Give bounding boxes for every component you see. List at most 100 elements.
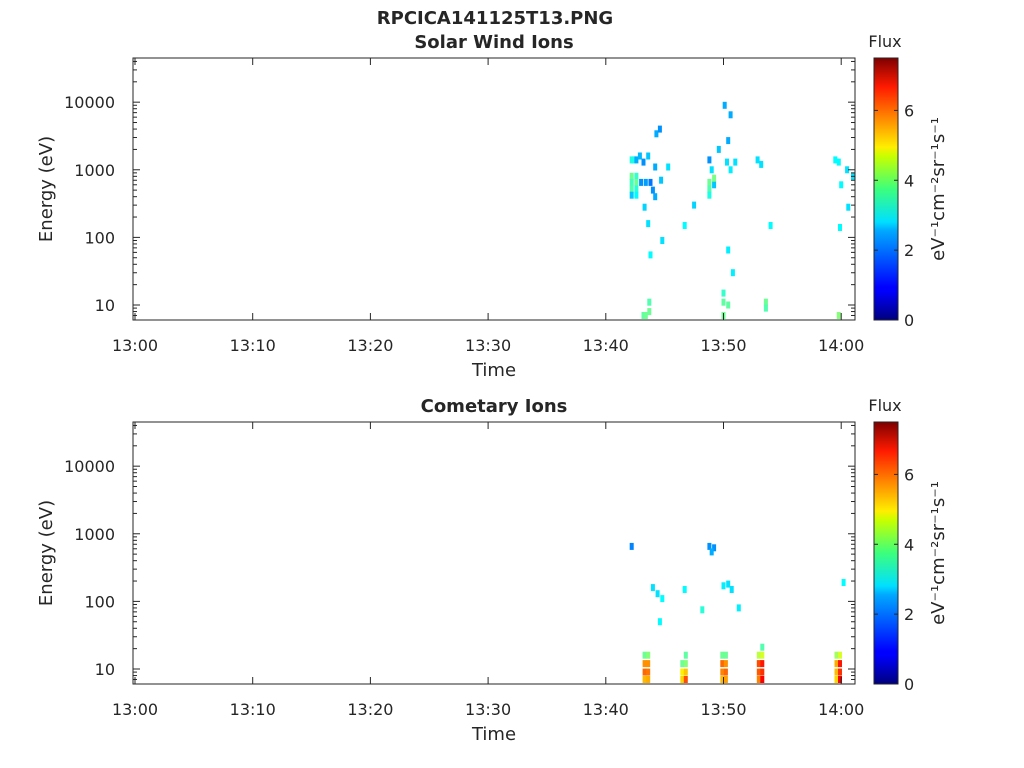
x-tick-label: 13:20	[347, 700, 393, 719]
flux-cell	[653, 163, 658, 171]
flux-cell	[647, 308, 652, 316]
flux-cell	[760, 651, 765, 659]
flux-cell	[838, 660, 842, 668]
flux-cell	[836, 312, 841, 319]
flux-cell	[723, 660, 728, 668]
flux-cell	[632, 156, 636, 164]
flux-cell	[648, 251, 653, 259]
x-tick-label: 13:50	[700, 336, 746, 355]
x-tick-label: 13:00	[112, 700, 158, 719]
y-axis-label: Energy (eV)	[36, 136, 57, 242]
flux-cell	[834, 660, 839, 668]
flux-cell	[629, 185, 634, 193]
flux-cell	[707, 156, 712, 164]
flux-cell	[729, 586, 734, 593]
flux-cell	[726, 301, 731, 309]
x-axis-label: Time	[471, 724, 516, 745]
flux-cell	[680, 676, 685, 683]
spectrogram-cells	[629, 101, 855, 319]
flux-cell	[629, 178, 634, 186]
flux-cell	[648, 178, 653, 186]
flux-cell	[683, 660, 688, 668]
colorbar-ticks: 0 2 4 6	[874, 465, 914, 694]
flux-cell	[728, 166, 733, 174]
colorbar: Flux 0 2 4 6 eV⁻¹cm⁻²sr⁻¹s⁻¹	[868, 396, 949, 694]
y-tick-label: 1000	[74, 525, 115, 544]
flux-cell	[707, 542, 712, 550]
flux-cell	[723, 668, 728, 676]
flux-cell	[716, 145, 721, 153]
flux-cell	[833, 156, 838, 164]
flux-cell	[692, 201, 697, 209]
x-tick-label: 13:40	[583, 700, 629, 719]
flux-cell	[683, 676, 688, 683]
flux-cell	[643, 178, 648, 186]
x-tick-label: 13:10	[230, 336, 276, 355]
flux-cell	[839, 181, 844, 189]
flux-cell	[756, 651, 761, 659]
flux-cell	[838, 676, 842, 683]
flux-cell	[846, 203, 851, 211]
flux-cell	[712, 174, 717, 182]
flux-cell	[841, 579, 846, 586]
colorbar-tick-label: 0	[904, 675, 914, 694]
flux-cell	[721, 289, 726, 297]
flux-cell	[709, 166, 714, 174]
colorbar-tick-label: 4	[904, 535, 914, 554]
flux-cell	[666, 163, 671, 171]
colorbar-tick-label: 6	[904, 465, 914, 484]
flux-cell	[721, 298, 726, 306]
flux-cell	[834, 651, 839, 659]
plot-frame	[132, 57, 856, 321]
flux-cell	[760, 660, 765, 668]
panel-title: Solar Wind Ions	[414, 32, 573, 53]
flux-cell	[639, 178, 644, 186]
flux-cell	[659, 176, 664, 184]
flux-cell	[712, 181, 717, 189]
flux-cell	[637, 152, 642, 160]
flux-cell	[700, 606, 705, 614]
y-axis: 10 100 1000 10000	[64, 424, 855, 685]
y-tick-label: 100	[84, 228, 115, 247]
flux-cell	[680, 660, 685, 668]
flux-cell	[642, 660, 647, 668]
colorbar-title: Flux	[868, 32, 901, 51]
flux-cell	[655, 590, 660, 598]
colorbar-gradient	[873, 57, 899, 321]
flux-cell	[650, 584, 655, 592]
flux-cell	[760, 676, 765, 683]
flux-cell	[845, 166, 850, 174]
flux-cell	[634, 156, 639, 164]
x-tick-label: 13:50	[700, 700, 746, 719]
colorbar-tick-label: 2	[904, 241, 914, 260]
flux-cell	[836, 158, 841, 166]
colorbar-tick-label: 2	[904, 605, 914, 624]
flux-cell	[654, 130, 659, 138]
x-tick-label: 13:20	[347, 336, 393, 355]
flux-cell	[629, 542, 634, 550]
flux-cell	[680, 668, 685, 676]
colorbar-label: eV⁻¹cm⁻²sr⁻¹s⁻¹	[928, 117, 949, 261]
x-tick-label: 13:30	[465, 700, 511, 719]
flux-cell	[720, 668, 725, 676]
flux-cell	[707, 191, 712, 199]
flux-cell	[838, 651, 842, 659]
colorbar-label: eV⁻¹cm⁻²sr⁻¹s⁻¹	[928, 481, 949, 625]
flux-cell	[660, 595, 665, 603]
flux-cell	[721, 582, 726, 590]
x-tick-label: 14:00	[818, 700, 864, 719]
flux-cell	[763, 304, 768, 312]
x-axis: 13:00 13:10 13:20 13:30 13:40 13:50 14:00	[112, 58, 864, 355]
x-axis-label: Time	[471, 360, 516, 381]
y-axis: 10 100 1000 10000	[64, 60, 855, 321]
x-tick-label: 13:30	[465, 336, 511, 355]
flux-cell	[756, 668, 761, 676]
flux-cell	[629, 191, 634, 199]
y-tick-label: 10	[95, 296, 115, 315]
flux-cell	[646, 676, 651, 683]
flux-cell	[760, 643, 765, 651]
flux-cell	[646, 152, 651, 160]
y-tick-label: 1000	[74, 161, 115, 180]
colorbar-ticks: 0 2 4 6	[874, 101, 914, 330]
flux-cell	[720, 660, 725, 668]
